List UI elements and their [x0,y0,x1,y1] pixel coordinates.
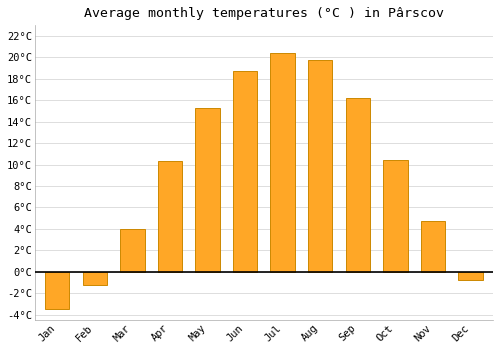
Bar [233,71,258,272]
Bar [420,221,445,272]
Bar [270,53,295,272]
Bar [82,272,107,285]
Bar [346,98,370,272]
Bar [120,229,144,272]
Bar [308,60,332,272]
Bar [458,272,482,280]
Bar [158,161,182,272]
Bar [45,272,70,309]
Title: Average monthly temperatures (°C ) in Pârscov: Average monthly temperatures (°C ) in Pâ… [84,7,444,20]
Bar [383,160,407,272]
Bar [196,108,220,272]
